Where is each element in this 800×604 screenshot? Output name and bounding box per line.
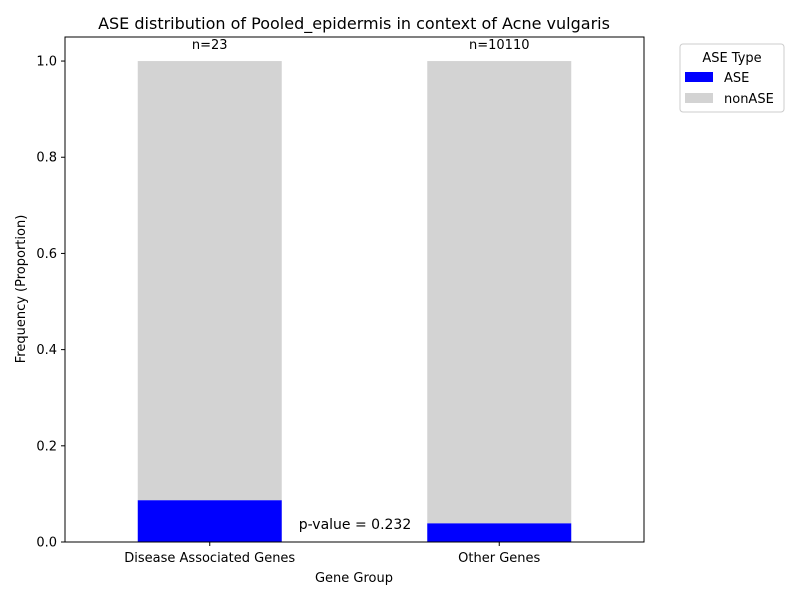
y-axis: 0.0 0.2 0.4 0.6 0.8 1.0 bbox=[36, 55, 65, 551]
legend-label-nonase: nonASE bbox=[724, 92, 774, 107]
legend-swatch-nonase bbox=[685, 93, 713, 103]
y-tick-label: 0.6 bbox=[36, 247, 57, 262]
legend-label-ase: ASE bbox=[724, 71, 749, 86]
legend: ASE Type ASE nonASE bbox=[679, 43, 785, 113]
legend-swatch-ase bbox=[685, 72, 713, 82]
bar-ase-0 bbox=[137, 500, 282, 542]
bars-group bbox=[137, 61, 572, 542]
x-axis-label: Gene Group bbox=[315, 571, 393, 586]
bar-nonase-0 bbox=[137, 61, 282, 501]
bar-nonase-1 bbox=[427, 61, 572, 524]
count-labels: n=23 n=10110 bbox=[192, 38, 530, 53]
plot-frame bbox=[64, 36, 645, 543]
y-tick-label: 0.0 bbox=[36, 536, 57, 551]
y-tick-label: 1.0 bbox=[36, 55, 57, 70]
y-tick-label: 0.8 bbox=[36, 151, 57, 166]
p-value-annotation: p-value = 0.232 bbox=[299, 517, 412, 533]
x-axis: Disease Associated Genes Other Genes bbox=[124, 542, 541, 566]
legend-title: ASE Type bbox=[702, 51, 761, 66]
x-tick-label: Disease Associated Genes bbox=[124, 551, 295, 566]
chart-title: ASE distribution of Pooled_epidermis in … bbox=[98, 14, 610, 34]
x-tick-label: Other Genes bbox=[458, 551, 540, 566]
count-label: n=10110 bbox=[469, 38, 530, 53]
count-label: n=23 bbox=[192, 38, 228, 53]
y-axis-label: Frequency (Proportion) bbox=[14, 215, 29, 364]
y-tick-label: 0.4 bbox=[36, 343, 57, 358]
y-tick-label: 0.2 bbox=[36, 439, 57, 454]
bar-ase-1 bbox=[427, 523, 572, 542]
